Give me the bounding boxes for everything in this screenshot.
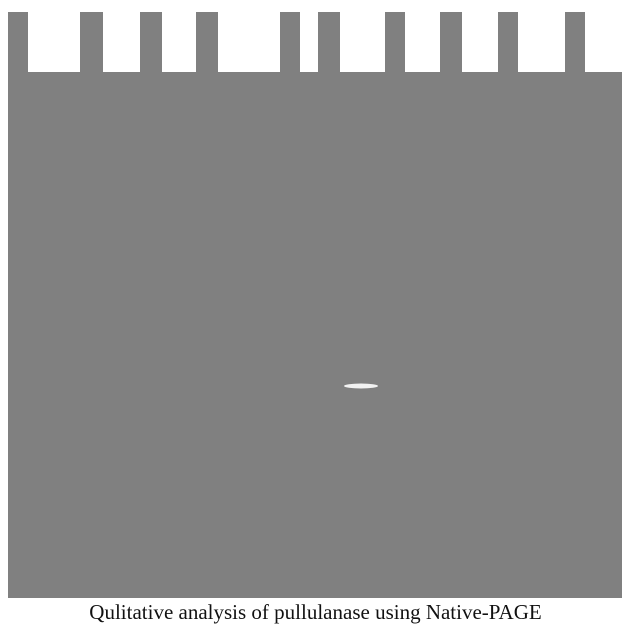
well [300, 10, 318, 72]
page: {"caption": "Qulitative analysis of pull… [0, 0, 631, 633]
well [518, 10, 565, 72]
caption: Qulitative analysis of pullulanase using… [0, 600, 631, 625]
well [405, 10, 440, 72]
well [162, 10, 196, 72]
protein-band [344, 384, 378, 389]
gel [8, 12, 622, 598]
gel-image [0, 0, 631, 600]
well [585, 10, 622, 72]
well [340, 10, 385, 72]
well [103, 10, 140, 72]
well [28, 10, 80, 72]
well [462, 10, 498, 72]
well [218, 10, 280, 72]
